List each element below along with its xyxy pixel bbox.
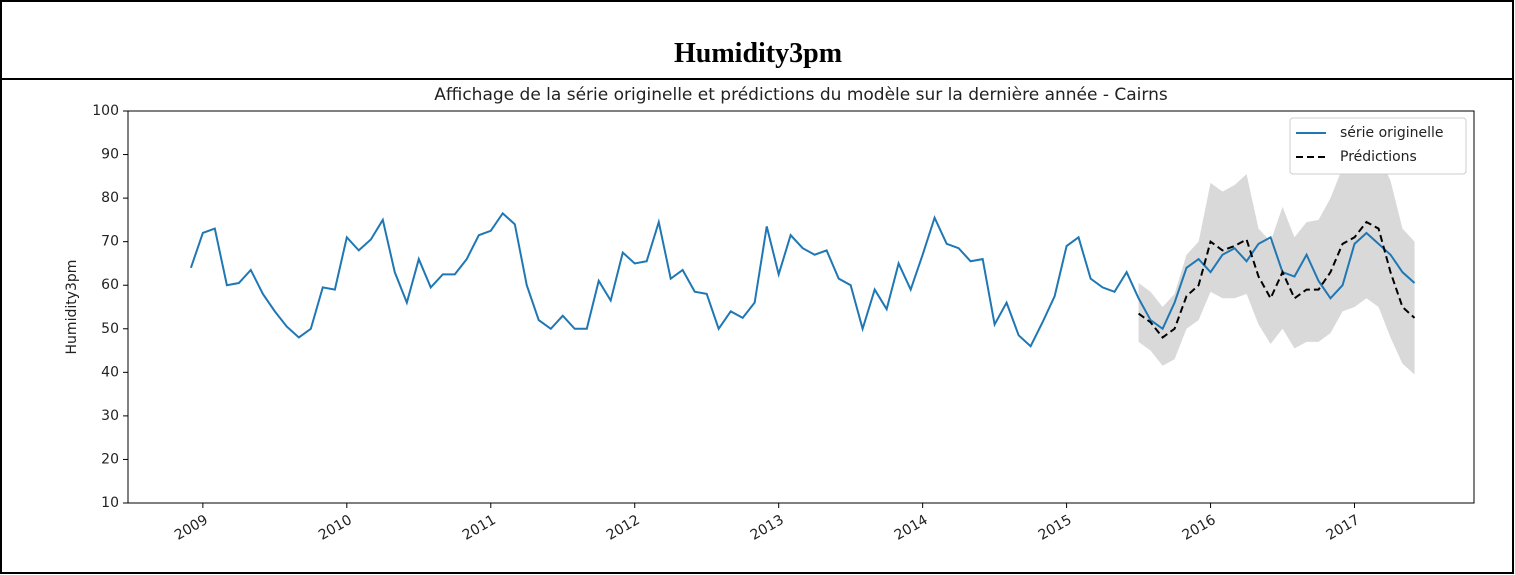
legend-label: série originelle: [1340, 125, 1443, 141]
y-axis-label: Humidity3pm: [64, 260, 80, 355]
chart: Affichage de la série originelle et préd…: [64, 85, 1475, 544]
y-tick-label: 90: [101, 147, 119, 163]
series-line: [1137, 220, 1416, 339]
y-tick-label: 30: [101, 408, 119, 424]
legend-box: [1289, 117, 1467, 175]
x-tick-label: 2013: [748, 512, 787, 544]
y-tick-label: 100: [92, 103, 119, 119]
y-tick-label: 10: [101, 495, 119, 511]
y-tick-label: 50: [101, 321, 119, 337]
x-tick-label: 2010: [316, 512, 355, 544]
confidence-band: [1138, 124, 1415, 375]
y-tick-label: 70: [101, 234, 119, 250]
x-tick-label: 2015: [1036, 512, 1075, 544]
x-tick-label: 2011: [460, 512, 499, 544]
x-tick-label: 2017: [1324, 512, 1363, 544]
x-tick-label: 2009: [172, 512, 211, 544]
x-tick-label: 2012: [604, 512, 643, 544]
y-tick-label: 40: [101, 364, 119, 380]
header-title: Humidity3pm: [674, 38, 842, 69]
y-tick-label: 20: [101, 451, 119, 467]
x-tick-label: 2014: [892, 512, 931, 544]
y-tick-label: 60: [101, 277, 119, 293]
chart-title: Affichage de la série originelle et préd…: [434, 85, 1168, 105]
plot-frame: [127, 110, 1475, 504]
series-line: [189, 211, 1416, 348]
y-tick-label: 80: [101, 190, 119, 206]
x-tick-label: 2016: [1180, 512, 1219, 544]
legend-label: Prédictions: [1340, 149, 1417, 165]
